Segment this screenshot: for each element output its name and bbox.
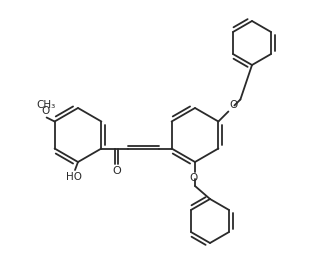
Text: O: O — [190, 173, 198, 183]
Text: O: O — [41, 107, 50, 117]
Text: O: O — [229, 100, 238, 110]
Text: HO: HO — [66, 172, 82, 182]
Text: O: O — [112, 166, 121, 176]
Text: CH₃: CH₃ — [36, 100, 55, 110]
